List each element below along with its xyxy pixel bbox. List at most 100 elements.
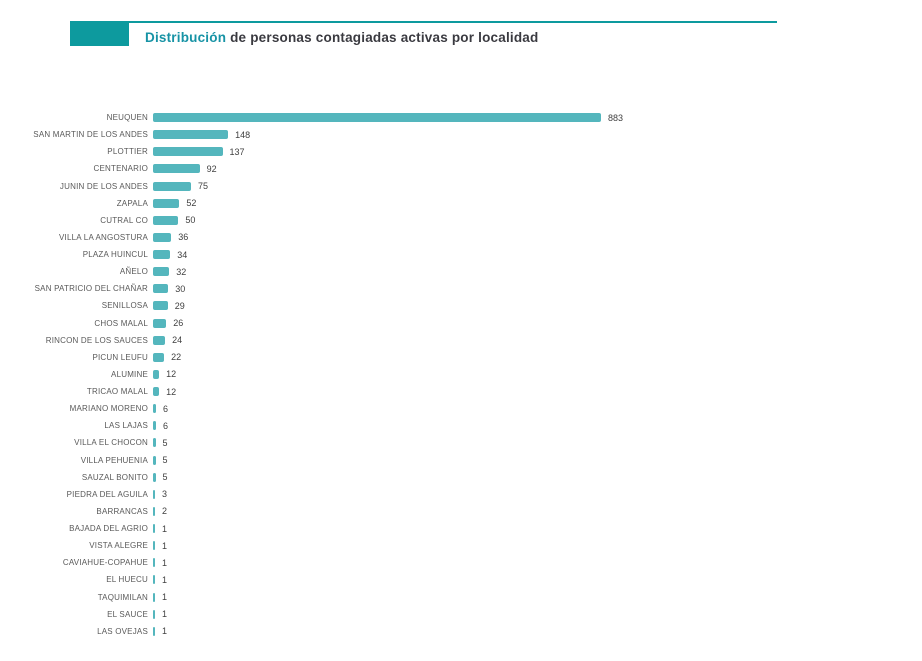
chart-title-highlight: Distribución xyxy=(145,30,227,45)
bar-value-label: 5 xyxy=(162,472,168,483)
bar-row: SAUZAL BONITO 5 xyxy=(0,469,922,486)
bar-area: 5 xyxy=(153,452,922,469)
bar-category-label: NEUQUEN xyxy=(106,113,148,123)
bar-row: LAS LAJAS 6 xyxy=(0,417,922,434)
bar-value-label: 148 xyxy=(235,129,251,140)
bar-area: 1 xyxy=(153,606,922,623)
bar xyxy=(153,250,171,260)
bar xyxy=(153,369,160,379)
bar xyxy=(153,130,229,140)
bar-row: JUNIN DE LOS ANDES 75 xyxy=(0,178,922,195)
bar-category-label: PICUN LEUFU xyxy=(92,352,148,362)
bar-category-label: TRICAO MALAL xyxy=(86,387,148,397)
bar-row: SENILLOSA 29 xyxy=(0,297,922,314)
bar xyxy=(153,267,170,277)
header-accent-swatch xyxy=(70,21,129,46)
bar-row: SAN MARTIN DE LOS ANDES 148 xyxy=(0,126,922,143)
bar-category-label: CAVIAHUE-COPAHUE xyxy=(62,558,148,568)
bar-area: 24 xyxy=(153,332,922,349)
bar-chart: NEUQUEN 883 SAN MARTIN DE LOS ANDES 148 PLOT… xyxy=(0,109,922,640)
bar xyxy=(153,575,155,585)
bar-value-label: 12 xyxy=(166,369,177,380)
bar xyxy=(153,489,155,499)
bar-row: AÑELO 32 xyxy=(0,263,922,280)
bar-row: LAS OVEJAS 1 xyxy=(0,623,922,640)
bar-row: TRICAO MALAL 12 xyxy=(0,383,922,400)
bar-row: CAVIAHUE-COPAHUE 1 xyxy=(0,554,922,571)
bar-value-label: 1 xyxy=(162,609,168,620)
bar-value-label: 75 xyxy=(198,181,209,192)
bar-row: MARIANO MORENO 6 xyxy=(0,400,922,417)
bar-row: CENTENARIO 92 xyxy=(0,160,922,177)
bar xyxy=(153,472,156,482)
bar-area: 3 xyxy=(153,486,922,503)
bar-category-label: SAN PATRICIO DEL CHAÑAR xyxy=(34,284,148,294)
bar-category-label: VILLA LA ANGOSTURA xyxy=(59,232,148,242)
bar xyxy=(153,301,168,311)
bar-value-label: 34 xyxy=(177,249,188,260)
bar-category-label: SAN MARTIN DE LOS ANDES xyxy=(33,130,148,140)
bar-row: CHOS MALAL 26 xyxy=(0,315,922,332)
bar-area: 30 xyxy=(153,280,922,297)
bar xyxy=(153,181,192,191)
bar xyxy=(153,113,601,123)
bar-category-label: BARRANCAS xyxy=(96,506,148,516)
bar xyxy=(153,387,160,397)
bar-value-label: 50 xyxy=(185,215,196,226)
bar-category-label: JUNIN DE LOS ANDES xyxy=(59,181,148,191)
bar-value-label: 5 xyxy=(162,455,168,466)
bar xyxy=(153,524,155,534)
bar xyxy=(153,438,156,448)
bar xyxy=(153,506,155,516)
bar xyxy=(153,215,179,225)
bar-category-label: PIEDRA DEL AGUILA xyxy=(66,489,148,499)
bar-area: 12 xyxy=(153,366,922,383)
bar-value-label: 29 xyxy=(174,300,185,311)
bar-row: BARRANCAS 2 xyxy=(0,503,922,520)
bar-row: ALUMINE 12 xyxy=(0,366,922,383)
bar-area: 29 xyxy=(153,297,922,314)
bar-row: EL SAUCE 1 xyxy=(0,606,922,623)
bar xyxy=(153,404,157,414)
bar-area: 1 xyxy=(153,623,922,640)
bar-value-label: 6 xyxy=(163,420,169,431)
bar-value-label: 1 xyxy=(162,574,168,585)
bar-value-label: 137 xyxy=(229,146,245,157)
bar-area: 26 xyxy=(153,315,922,332)
bar-category-label: EL SAUCE xyxy=(107,609,148,619)
bar-area: 52 xyxy=(153,195,922,212)
bar-category-label: SAUZAL BONITO xyxy=(81,472,148,482)
bar xyxy=(153,164,200,174)
bar xyxy=(153,335,166,345)
bar-value-label: 52 xyxy=(186,198,197,209)
bar-row: NEUQUEN 883 xyxy=(0,109,922,126)
chart-title-rest: de personas contagiadas activas por loca… xyxy=(226,30,539,45)
bar-area: 6 xyxy=(153,417,922,434)
bar-area: 50 xyxy=(153,212,922,229)
bar xyxy=(153,232,172,242)
bar xyxy=(153,558,155,568)
bar-row: PICUN LEUFU 22 xyxy=(0,349,922,366)
bar-category-label: TAQUIMILAN xyxy=(97,592,148,602)
bar xyxy=(153,352,165,362)
bar-row: PLOTTIER 137 xyxy=(0,143,922,160)
bar-area: 1 xyxy=(153,589,922,606)
bar-category-label: VISTA ALEGRE xyxy=(89,541,148,551)
bar-value-label: 5 xyxy=(162,437,168,448)
bar-row: PLAZA HUINCUL 34 xyxy=(0,246,922,263)
bar xyxy=(153,284,169,294)
bar-value-label: 12 xyxy=(166,386,177,397)
bar-value-label: 36 xyxy=(178,232,189,243)
bar-category-label: VILLA PEHUENIA xyxy=(80,455,148,465)
bar-value-label: 1 xyxy=(162,540,168,551)
bar-value-label: 22 xyxy=(171,352,182,363)
bar-area: 883 xyxy=(153,109,922,126)
bar-category-label: LAS LAJAS xyxy=(104,421,148,431)
bar-area: 5 xyxy=(153,469,922,486)
bar-row: VILLA LA ANGOSTURA 36 xyxy=(0,229,922,246)
bar-row: EL HUECU 1 xyxy=(0,571,922,588)
bar-category-label: PLAZA HUINCUL xyxy=(82,250,148,260)
bar-value-label: 3 xyxy=(162,489,168,500)
bar xyxy=(153,198,180,208)
